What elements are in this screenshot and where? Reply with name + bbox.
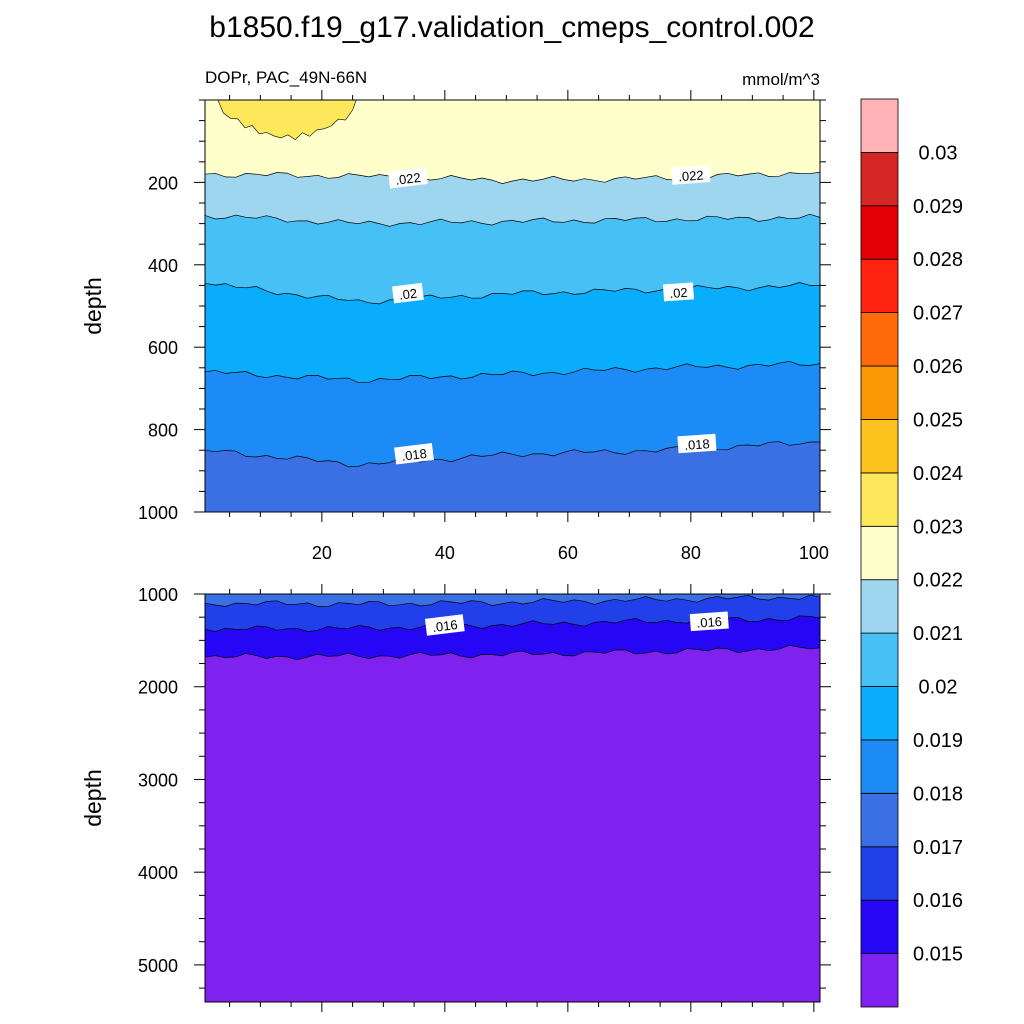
contour-band: [205, 594, 820, 607]
colorbar-box: [860, 258, 899, 314]
colorbar-box: [860, 419, 899, 474]
colorbar-box: [860, 579, 899, 634]
svg-text:.016: .016: [431, 617, 458, 635]
colorbar-box: [860, 98, 899, 153]
colorbar-label: 0.027: [913, 303, 963, 325]
contour-label: .016: [424, 614, 465, 636]
colorbar-label: 0.023: [913, 516, 963, 538]
contour-band: [205, 645, 820, 1002]
colorbar-label: 0.026: [913, 356, 963, 378]
upper-y-axis-label: depth: [80, 277, 106, 335]
x-tick-label: 80: [681, 543, 701, 563]
x-tick-label: 20: [312, 543, 332, 563]
colorbar-label: 0.029: [913, 196, 963, 218]
svg-text:.016: .016: [696, 614, 722, 631]
y-tick-label: 3000: [138, 770, 178, 790]
colorbar-label: 0.02: [919, 677, 958, 699]
y-tick-label: 2000: [138, 678, 178, 698]
max-region-patch: [217, 100, 357, 140]
contour-label: .02: [392, 282, 424, 304]
svg-text:.018: .018: [401, 446, 428, 464]
colorbar-label: 0.024: [913, 463, 963, 485]
colorbar-label: 0.018: [913, 783, 963, 805]
x-tick-label: 40: [435, 543, 455, 563]
contour-line: [205, 171, 820, 184]
colorbar-label: 0.022: [913, 570, 963, 592]
lower-panel: .016 .016 1000 2000 3000 4000 5000 depth: [80, 584, 831, 1012]
svg-text:.018: .018: [684, 436, 710, 453]
colorbar-box: [860, 472, 899, 527]
svg-text:.022: .022: [395, 170, 422, 188]
contour-label: .018: [394, 443, 434, 465]
colorbar-box: [860, 365, 899, 420]
colorbar-box: [860, 632, 899, 687]
contour-line: [205, 644, 820, 661]
colorbar-label: 0.03: [919, 142, 958, 164]
colorbar-box: [860, 899, 899, 955]
contour-band: [205, 361, 820, 467]
colorbar-label: 0.021: [913, 623, 963, 645]
contour-band: [205, 100, 820, 184]
colorbar-box: [860, 151, 899, 207]
contour-line: [205, 213, 820, 227]
contour-band: [205, 282, 820, 383]
colorbar-box: [860, 953, 899, 1008]
colorbar-box: [860, 686, 899, 741]
contour-band: [205, 615, 820, 660]
upper-panel: .022 .022 .02 .02 .018 .018 20 40 60 80 100 200 400…: [80, 90, 831, 563]
colorbar-box: [860, 205, 899, 260]
colorbar-label: 0.016: [913, 890, 963, 912]
y-tick-label: 1000: [138, 585, 178, 605]
contour-line: [205, 282, 820, 305]
colorbar-label: 0.017: [913, 837, 963, 859]
lower-y-axis-label: depth: [80, 769, 106, 827]
units-label: mmol/m^3: [742, 70, 820, 89]
contour-band: [205, 441, 820, 512]
y-tick-label: 800: [148, 421, 178, 441]
svg-text:.02: .02: [669, 285, 688, 301]
x-tick-label: 100: [799, 543, 829, 563]
variable-label: DOPr, PAC_49N-66N: [205, 68, 367, 87]
contour-line: [205, 360, 820, 384]
colorbar-box: [860, 312, 899, 367]
contour-label: .018: [677, 433, 717, 454]
y-tick-label: 5000: [138, 956, 178, 976]
contour-line: [205, 441, 820, 468]
contour-label: .022: [388, 167, 428, 189]
colorbar-label: 0.015: [913, 944, 963, 966]
y-tick-label: 600: [148, 338, 178, 358]
colorbar-label: 0.019: [913, 730, 963, 752]
contour-label: .022: [671, 165, 711, 185]
contour-band: [205, 595, 820, 632]
contour-label: .016: [689, 611, 729, 632]
colorbar-box: [860, 525, 899, 581]
svg-text:.022: .022: [678, 168, 704, 185]
svg-text:.02: .02: [398, 286, 418, 303]
y-tick-label: 400: [148, 256, 178, 276]
contour-band: [205, 172, 820, 227]
colorbar-box: [860, 793, 899, 848]
contour-band: [205, 214, 820, 304]
contour-line: [205, 594, 820, 608]
contour-label: .02: [662, 282, 695, 302]
colorbar-box: [860, 846, 899, 901]
y-tick-label: 1000: [138, 503, 178, 523]
y-tick-label: 4000: [138, 863, 178, 883]
chart-title: b1850.f19_g17.validation_cmeps_control.0…: [209, 11, 814, 44]
colorbar: 0.015 0.016 0.017 0.018 0.019 0.02 0.021 0.022 0…: [860, 98, 963, 1008]
y-tick-label: 200: [148, 173, 178, 193]
colorbar-label: 0.028: [913, 249, 963, 271]
colorbar-box: [860, 739, 899, 794]
x-tick-label: 60: [558, 543, 578, 563]
colorbar-label: 0.025: [913, 410, 963, 432]
